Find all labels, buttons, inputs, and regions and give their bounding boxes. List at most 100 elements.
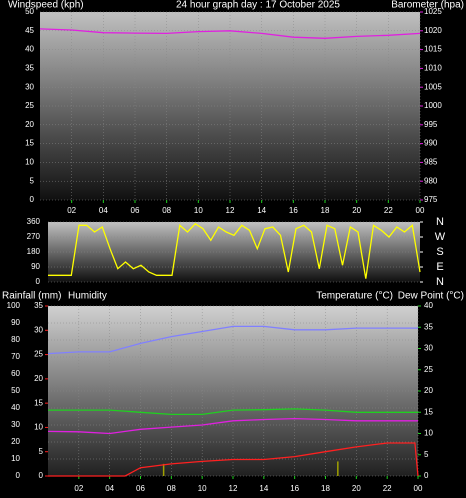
y-tick-label: 70 (11, 352, 20, 361)
x-tick-label: 20 (352, 484, 361, 493)
y-tick-label: 20 (11, 437, 20, 446)
x-tick-label: 18 (321, 484, 330, 493)
y-tick-label: 15 (25, 139, 34, 148)
y-tick-label: 0 (424, 471, 429, 480)
x-tick-label: 08 (167, 484, 176, 493)
rain-rate-bar (162, 463, 165, 476)
y-tick-label: E (436, 261, 443, 273)
series-line (47, 325, 418, 355)
y-tick-label: 0 (36, 277, 41, 286)
y-tick-label: 995 (424, 120, 438, 129)
y-tick-label: 0 (39, 471, 44, 480)
y-tick-label: 50 (25, 7, 34, 16)
y-tick-label: 980 (424, 176, 438, 185)
series-line (48, 442, 419, 477)
y-tick-label: 30 (424, 344, 433, 353)
x-tick-label: 00 (416, 206, 425, 215)
y-tick-label: 20 (424, 386, 433, 395)
y-tick-label: 40 (11, 403, 20, 412)
legend-entry: Temperature (°C) (316, 291, 393, 302)
x-tick-label: 10 (194, 206, 203, 215)
y-tick-label: 30 (34, 325, 43, 334)
x-tick-label: 12 (229, 484, 238, 493)
x-tick-label: 02 (67, 206, 76, 215)
y-tick-label: 0 (16, 471, 21, 480)
y-tick-label: N (436, 216, 444, 228)
y-tick-label: 985 (424, 158, 438, 167)
legend-entry: Rainfall (mm) (2, 291, 61, 302)
y-tick-label: 25 (424, 365, 433, 374)
y-tick-label: 10 (25, 158, 34, 167)
y-tick-label: 35 (34, 301, 43, 310)
y-tick-label: 90 (31, 262, 40, 271)
series-line (47, 417, 418, 435)
y-tick-label: 10 (34, 423, 43, 432)
x-tick-label: 20 (352, 206, 361, 215)
x-tick-label: 00 (414, 484, 423, 493)
y-tick-label: 5 (424, 450, 429, 459)
y-tick-label: W (435, 231, 446, 243)
y-tick-label: 10 (11, 454, 20, 463)
series-line (48, 408, 418, 416)
y-tick-label: S (436, 246, 443, 258)
x-tick-label: 06 (136, 484, 145, 493)
x-tick-label: 22 (383, 484, 392, 493)
x-tick-label: 10 (198, 484, 207, 493)
y-tick-label: 5 (30, 176, 35, 185)
y-tick-label: 35 (25, 64, 34, 73)
y-tick-label: 180 (27, 247, 41, 256)
x-tick-label: 04 (105, 484, 114, 493)
y-tick-label: 10 (424, 429, 433, 438)
x-tick-label: 04 (99, 206, 108, 215)
series-line (48, 222, 421, 279)
y-tick-label: 100 (7, 301, 21, 310)
y-tick-label: 975 (424, 195, 438, 204)
chart-title: 24 hour graph day : 17 October 2025 (176, 0, 340, 11)
legend-entry: Dew Point (°C) (398, 291, 464, 302)
legend-entry: Barometer (hpa) (391, 0, 464, 11)
y-tick-label: 15 (34, 398, 43, 407)
y-tick-label: 35 (424, 322, 433, 331)
legend-entry: Humidity (68, 291, 107, 302)
y-tick-label: 60 (11, 369, 20, 378)
y-tick-label: 1005 (424, 82, 442, 91)
y-tick-label: 1015 (424, 45, 442, 54)
y-tick-label: 40 (25, 45, 34, 54)
x-tick-label: 18 (321, 206, 330, 215)
x-tick-label: 02 (74, 484, 83, 493)
x-tick-label: 14 (257, 206, 266, 215)
x-tick-label: 14 (259, 484, 268, 493)
x-tick-label: 22 (384, 206, 393, 215)
y-tick-label: 50 (11, 386, 20, 395)
y-tick-label: 990 (424, 139, 438, 148)
y-tick-label: 45 (25, 26, 34, 35)
y-tick-label: 20 (34, 374, 43, 383)
y-tick-label: 1000 (424, 101, 442, 110)
x-tick-label: 06 (131, 206, 140, 215)
y-tick-label: 80 (11, 335, 20, 344)
y-tick-label: 1010 (424, 64, 442, 73)
y-tick-label: 40 (424, 301, 433, 310)
y-tick-label: 30 (11, 420, 20, 429)
y-tick-label: 360 (27, 217, 41, 226)
y-tick-label: 20 (25, 120, 34, 129)
y-tick-label: 90 (11, 318, 20, 327)
y-tick-label: 270 (27, 232, 41, 241)
y-tick-label: 1020 (424, 26, 442, 35)
rain-rate-bar (337, 461, 339, 476)
series-line (39, 28, 421, 39)
y-tick-label: 5 (39, 447, 44, 456)
y-tick-label: 30 (25, 82, 34, 91)
x-tick-label: 16 (289, 206, 298, 215)
y-tick-label: 15 (424, 407, 433, 416)
y-axis-label: Windspeed (kph) (8, 0, 84, 11)
y-tick-label: N (436, 276, 444, 288)
y-tick-label: 25 (25, 101, 34, 110)
y-tick-label: 1025 (424, 7, 442, 16)
x-tick-label: 16 (290, 484, 299, 493)
y-tick-label: 0 (30, 195, 35, 204)
x-tick-label: 08 (162, 206, 171, 215)
y-tick-label: 25 (34, 350, 43, 359)
